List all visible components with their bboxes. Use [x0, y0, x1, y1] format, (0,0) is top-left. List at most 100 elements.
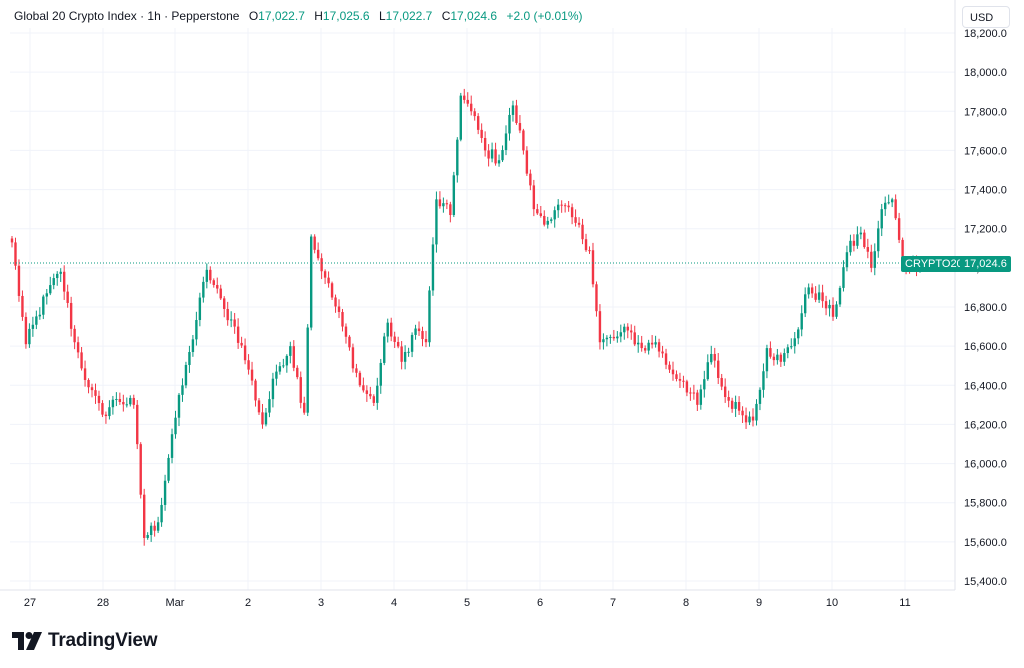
- candle: [588, 246, 591, 254]
- candle: [146, 532, 149, 540]
- last-price-tag: 17,024.6: [960, 256, 1011, 272]
- candle: [181, 378, 184, 402]
- candle-body: [435, 199, 438, 245]
- time-axis[interactable]: 27 28 Mar 2 3 4 5 6 7 8 9 10 11: [24, 597, 911, 609]
- candle-body: [595, 284, 598, 312]
- candle: [842, 260, 845, 292]
- candle: [428, 286, 431, 347]
- candle-body: [320, 258, 323, 272]
- brand-logo[interactable]: TradingView: [12, 630, 158, 652]
- candle: [226, 301, 229, 326]
- candle: [28, 323, 31, 348]
- candle: [278, 362, 282, 375]
- candle: [706, 354, 709, 381]
- candle-body: [153, 525, 156, 531]
- candle: [174, 410, 177, 439]
- y-tick-label: 17,600.0: [964, 145, 1007, 157]
- candle: [449, 201, 452, 223]
- candle-body: [710, 353, 713, 363]
- x-tick-label: 9: [756, 597, 762, 609]
- candle: [362, 377, 365, 393]
- candle-body: [292, 346, 295, 368]
- candle: [741, 406, 744, 423]
- candle: [358, 370, 362, 388]
- close-value: 17,024.6: [450, 9, 498, 23]
- candle: [619, 324, 623, 343]
- candle: [515, 99, 518, 125]
- candle-body: [525, 150, 529, 174]
- candle: [52, 273, 55, 290]
- candle-body: [476, 116, 480, 130]
- price-axis[interactable]: 15,400.0 15,600.0 15,800.0 16,000.0 16,200.0…: [964, 28, 1007, 588]
- candle-body: [769, 348, 772, 357]
- candle: [504, 125, 508, 156]
- candle: [678, 372, 682, 388]
- candle: [205, 263, 209, 289]
- candle: [866, 238, 870, 259]
- candle-body: [456, 139, 459, 176]
- candle: [713, 347, 716, 368]
- candle: [289, 341, 292, 364]
- candle-body: [438, 199, 442, 207]
- candle-body: [880, 209, 883, 229]
- candle: [595, 281, 598, 317]
- y-tick-label: 18,200.0: [964, 28, 1007, 40]
- candle-body: [717, 360, 720, 378]
- candle-body: [619, 332, 623, 337]
- candle-body: [577, 222, 581, 225]
- candle-body: [647, 342, 650, 351]
- candle: [800, 305, 803, 337]
- candle-body: [421, 331, 424, 340]
- candle: [24, 312, 28, 349]
- candle: [501, 145, 504, 162]
- candle: [894, 194, 897, 221]
- candle: [626, 323, 629, 339]
- candle: [828, 299, 831, 317]
- candle: [442, 197, 445, 213]
- candle: [393, 331, 396, 348]
- currency-button[interactable]: USD: [962, 6, 1010, 28]
- candle-body: [104, 414, 108, 417]
- candle-body: [518, 123, 522, 131]
- candle: [550, 217, 553, 224]
- candle-body: [428, 290, 431, 343]
- candle-body: [442, 203, 445, 207]
- candle-body: [713, 353, 716, 361]
- candle: [884, 196, 887, 216]
- candle-body: [466, 99, 469, 104]
- candle: [101, 400, 104, 418]
- candle: [132, 394, 135, 409]
- candle: [824, 295, 828, 316]
- candle: [414, 324, 417, 340]
- candle: [163, 474, 167, 511]
- candle: [73, 325, 76, 350]
- candle: [156, 516, 160, 534]
- candle: [581, 218, 584, 245]
- candle-body: [97, 395, 101, 404]
- candle: [90, 383, 94, 398]
- candle-body: [431, 244, 435, 291]
- candle: [637, 335, 640, 353]
- candle-body: [184, 364, 188, 386]
- candle: [783, 348, 786, 366]
- candle-body: [28, 328, 31, 345]
- candle: [365, 385, 369, 402]
- candle: [473, 108, 476, 121]
- low-label: L: [378, 9, 386, 23]
- candle: [873, 243, 876, 276]
- candle-body: [209, 269, 212, 281]
- candle: [574, 209, 577, 227]
- candle: [122, 394, 125, 412]
- candle: [337, 299, 341, 319]
- candle: [539, 206, 542, 218]
- candle-body: [35, 316, 38, 325]
- candle-body: [856, 234, 859, 246]
- candle: [348, 335, 351, 351]
- candle: [814, 286, 817, 303]
- y-tick-label: 17,200.0: [964, 224, 1007, 236]
- y-tick-label: 16,200.0: [964, 419, 1007, 431]
- candle-body: [654, 342, 657, 345]
- candle: [212, 278, 215, 288]
- candle: [195, 311, 198, 346]
